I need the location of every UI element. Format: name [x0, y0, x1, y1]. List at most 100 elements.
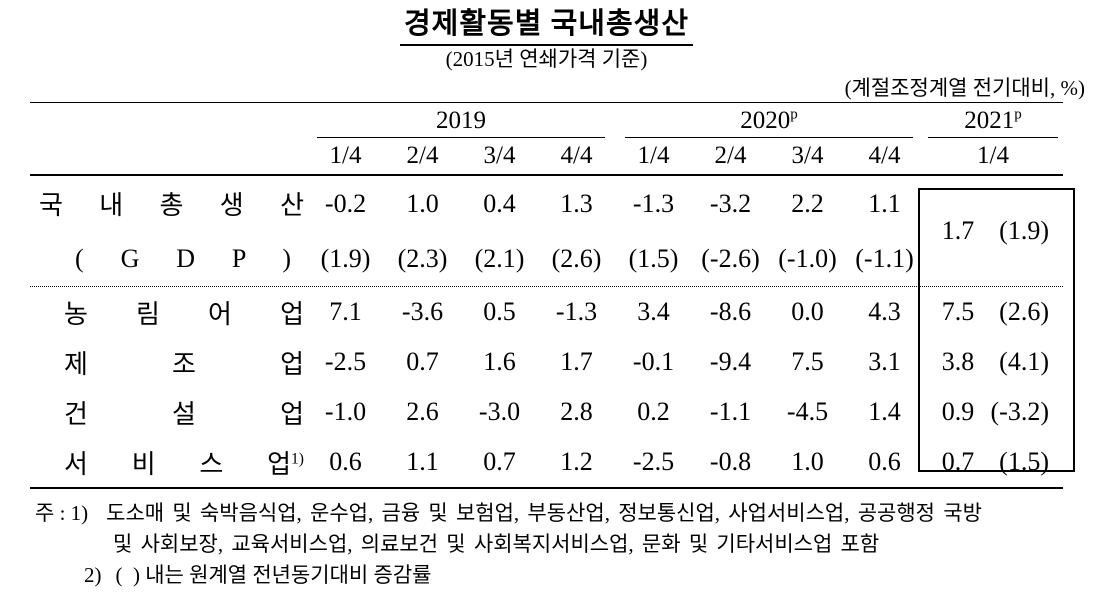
- value-2021-paren: (-3.2): [990, 397, 1049, 426]
- footnote-ref-superscript: 1): [291, 449, 304, 467]
- cell-2021-gdp: 1.7 (1.9): [923, 216, 1063, 246]
- value-cell: 1.0: [791, 447, 824, 476]
- year-label: 2021: [964, 107, 1015, 134]
- subtitle: (2015년 연쇄가격 기준): [445, 47, 648, 71]
- value-2021: 3.8: [941, 347, 975, 376]
- value-cell: -0.2: [324, 188, 367, 218]
- value-cell: 1.4: [868, 397, 901, 426]
- quarter-header: 1/4: [329, 142, 362, 169]
- footnote-2: 2) ( ) 내는 원계열 전년동기대비 증감률: [0, 560, 1093, 591]
- value-cell: 0.2: [637, 397, 670, 426]
- year-label: 2019: [436, 107, 486, 134]
- row-label: 농 림 어 업: [64, 299, 304, 329]
- footnote-1-text: 도소매 및 숙박음식업, 운수업, 금융 및 보험업, 부동산업, 정보통신업,…: [106, 501, 982, 525]
- value-cell: -8.6: [709, 297, 752, 326]
- value-cell: 3.1: [868, 347, 901, 376]
- footnote-2-prefix: 2): [84, 563, 102, 587]
- gdp-table: 2019 2020p 2021p 1/4 2/4 3/4 4/4 1/4 2/4…: [30, 102, 1075, 489]
- value-cell: (1.9): [320, 243, 371, 273]
- table-body: 국 내 총 생 산 -0.2 1.0 0.4 1.3 -1.3 -3.2 2.2…: [30, 176, 1075, 489]
- year-label: 2020: [740, 107, 791, 134]
- value-2021: 0.7: [941, 447, 975, 476]
- value-cell: 7.1: [329, 297, 362, 326]
- value-cell: (-1.1): [855, 243, 914, 273]
- value-cell: (2.1): [474, 243, 525, 273]
- quarter-header: 3/4: [791, 142, 824, 169]
- row-label-gdp: 국 내 총 생 산: [39, 191, 304, 220]
- value-cell: 1.1: [406, 447, 439, 476]
- value-2021-paren: (1.9): [999, 216, 1049, 245]
- quarter-header: 4/4: [868, 142, 901, 169]
- year-header-2019: 2019: [317, 105, 605, 138]
- value-cell: 1.7: [560, 347, 593, 376]
- value-2021-paren: (4.1): [999, 347, 1049, 376]
- footnote-1-line-1: 주 : 1) 도소매 및 숙박음식업, 운수업, 금융 및 보험업, 부동산업, …: [0, 498, 1093, 529]
- cell-2021: 7.5 (2.6): [923, 297, 1063, 327]
- quarter-header: 2/4: [406, 142, 439, 169]
- value-2021: 7.5: [941, 297, 975, 326]
- footnote-1-prefix: 주 : 1): [35, 501, 89, 525]
- value-cell: 2.6: [406, 397, 439, 426]
- value-cell: (2.3): [397, 243, 448, 273]
- row-label: 제 조 업: [64, 349, 304, 379]
- quarter-header: 2/4: [714, 142, 747, 169]
- value-cell: (-1.0): [778, 243, 837, 273]
- value-cell: 0.6: [868, 447, 901, 476]
- value-cell: -0.8: [709, 447, 752, 476]
- value-cell: -1.1: [709, 397, 752, 426]
- value-cell: -3.6: [401, 297, 444, 326]
- value-2021: 0.9: [941, 397, 975, 426]
- table-row-construction: 건 설 업 -1.0 2.6 -3.0 2.8 0.2 -1.1 -4.5 1.…: [30, 387, 1063, 437]
- cell-2021: 0.7 (1.5): [923, 447, 1063, 477]
- value-cell: -3.2: [709, 188, 752, 218]
- cell-2021: 0.9 (-3.2): [923, 397, 1063, 427]
- value-cell: -3.0: [478, 397, 521, 426]
- table-row-agriculture: 농 림 어 업 7.1 -3.6 0.5 -1.3 3.4 -8.6 0.0 4…: [30, 287, 1063, 337]
- quarter-header: 3/4: [483, 142, 516, 169]
- value-cell: 0.5: [483, 297, 516, 326]
- value-cell: 0.4: [483, 188, 516, 218]
- value-cell: 2.2: [791, 188, 824, 218]
- value-cell: -9.4: [709, 347, 752, 376]
- unit-note: (계절조정계열 전기대비, %): [844, 76, 1085, 100]
- value-cell: -2.5: [632, 447, 675, 476]
- value-cell: 0.7: [406, 347, 439, 376]
- table-header: 2019 2020p 2021p 1/4 2/4 3/4 4/4 1/4 2/4…: [30, 103, 1063, 176]
- provisional-superscript: p: [790, 106, 798, 123]
- value-cell: 1.0: [406, 188, 439, 218]
- value-cell: -2.5: [324, 347, 367, 376]
- value-cell: 3.4: [637, 297, 670, 326]
- quarter-header-row: 1/4 2/4 3/4 4/4 1/4 2/4 3/4 4/4 1/4: [30, 138, 1063, 174]
- value-cell: 1.3: [560, 188, 593, 218]
- footnote-1-line-2: 및 사회보장, 교육서비스업, 의료보건 및 사회복지서비스업, 문화 및 기타…: [113, 532, 880, 556]
- value-2021-paren: (2.6): [999, 297, 1049, 326]
- table-row-gdp: 국 내 총 생 산 -0.2 1.0 0.4 1.3 -1.3 -3.2 2.2…: [30, 176, 1063, 286]
- value-cell: (1.5): [628, 243, 679, 273]
- value-cell: 7.5: [791, 347, 824, 376]
- row-label: 건 설 업: [64, 399, 304, 429]
- table-row-services: 서 비 스 업1) 0.6 1.1 0.7 1.2 -2.5 -0.8 1.0 …: [30, 437, 1063, 487]
- year-header-2021: 2021p: [928, 105, 1058, 138]
- value-cell: 4.3: [868, 297, 901, 326]
- quarter-header: 4/4: [560, 142, 593, 169]
- dotted-divider: [30, 286, 1063, 287]
- quarter-header: 1/4: [977, 142, 1009, 169]
- value-cell: 2.8: [560, 397, 593, 426]
- value-cell: 0.6: [329, 447, 362, 476]
- year-header-2020: 2020p: [625, 105, 913, 138]
- value-cell: (-2.6): [701, 243, 760, 273]
- value-cell: -1.0: [324, 397, 367, 426]
- quarter-header: 1/4: [637, 142, 670, 169]
- year-header-row: 2019 2020p 2021p: [30, 105, 1063, 138]
- value-cell: -0.1: [632, 347, 675, 376]
- value-2021: 1.7: [941, 216, 975, 245]
- row-label-text: 서 비 스 업: [64, 449, 291, 479]
- page-title: 경제활동별 국내총생산: [399, 6, 694, 46]
- value-cell: 0.0: [791, 297, 824, 326]
- row-label-gdp-paren: ( G D P ): [75, 243, 291, 273]
- provisional-superscript: p: [1014, 106, 1022, 123]
- value-cell: 1.6: [483, 347, 516, 376]
- cell-2021: 3.8 (4.1): [923, 347, 1063, 377]
- value-cell: (2.6): [551, 243, 602, 273]
